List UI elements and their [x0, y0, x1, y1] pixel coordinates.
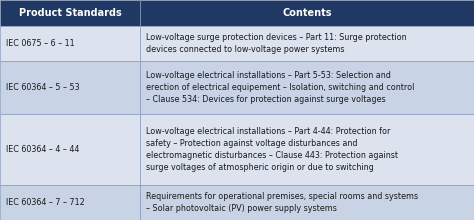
Bar — [140, 0, 474, 26]
Bar — [140, 26, 474, 61]
Text: Contents: Contents — [282, 8, 332, 18]
Bar — [0, 114, 140, 185]
Text: Low-voltage surge protection devices – Part 11: Surge protection
devices connect: Low-voltage surge protection devices – P… — [146, 33, 406, 54]
Text: Product Standards: Product Standards — [18, 8, 121, 18]
Bar — [140, 185, 474, 220]
Text: Requirements for operational premises, special rooms and systems
– Solar photovo: Requirements for operational premises, s… — [146, 192, 418, 213]
Text: IEC 60364 – 7 – 712: IEC 60364 – 7 – 712 — [6, 198, 85, 207]
Bar — [0, 0, 140, 26]
Text: IEC 0675 – 6 – 11: IEC 0675 – 6 – 11 — [6, 39, 74, 48]
Text: Low-voltage electrical installations – Part 5-53: Selection and
erection of elec: Low-voltage electrical installations – P… — [146, 72, 414, 104]
Bar — [140, 114, 474, 185]
Bar — [0, 26, 140, 61]
Text: Low-voltage electrical installations – Part 4-44: Protection for
safety – Protec: Low-voltage electrical installations – P… — [146, 127, 398, 172]
Bar — [0, 185, 140, 220]
Bar — [140, 61, 474, 114]
Text: IEC 60364 – 5 – 53: IEC 60364 – 5 – 53 — [6, 83, 80, 92]
Bar — [0, 61, 140, 114]
Text: IEC 60364 – 4 – 44: IEC 60364 – 4 – 44 — [6, 145, 79, 154]
